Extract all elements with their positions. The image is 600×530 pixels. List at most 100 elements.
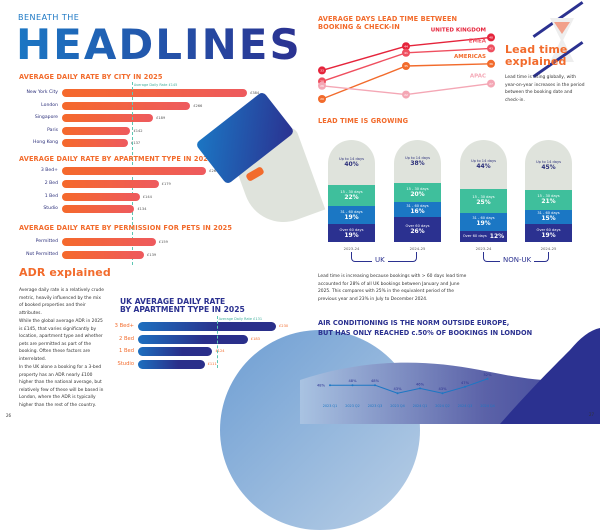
ac-point: [441, 392, 444, 395]
ac-x-label: 2023 Q4: [390, 404, 405, 408]
data-point: [402, 48, 410, 57]
stacked-column: Up to 14 days 45% 15 - 30 days 21% 31 - 60 d…: [525, 140, 572, 242]
lead-growing-title: LEAD TIME IS GROWING: [318, 117, 409, 125]
stack-segment: Up to 14 days 40%: [328, 140, 375, 186]
segment-percent: 19%: [344, 231, 359, 239]
ac-point: [396, 392, 399, 395]
ac-value-label: 46%: [416, 382, 425, 386]
lead-explained-title-line: explained: [505, 55, 567, 68]
segment-percent: 21%: [541, 198, 556, 206]
stack-segment: Over 60 days 19%: [525, 224, 572, 242]
ac-value-label: 43%: [394, 387, 403, 391]
uk-chart-title-line: BY APARTMENT TYPE IN 2025: [120, 305, 245, 314]
bar-label: Paris: [47, 127, 58, 133]
non-uk-group-label: NON-UK: [500, 256, 535, 264]
bar: [62, 205, 135, 214]
bar-value: £384: [250, 91, 260, 95]
bar: [62, 139, 129, 148]
data-point: [402, 42, 410, 51]
bar-value: £159: [158, 240, 168, 244]
hourglass-illustration: [528, 1, 588, 78]
series-label: EMEA: [469, 38, 487, 44]
stacked-column: Up to 14 days 44% 15 - 30 days 25% 31 - 60 d…: [460, 140, 507, 242]
chart-title: AVERAGE DAILY RATE BY CITY IN 2025: [19, 73, 163, 81]
average-label: Average Daily Rate £131: [218, 316, 263, 321]
adr-paragraph-2: While the global average ADR in 2025 is …: [19, 319, 103, 362]
bar-label: Not Permitted: [26, 251, 58, 257]
lead-time-paragraph: Lead time is increasing because bookings…: [318, 274, 467, 302]
bar-label: 2 Bed: [119, 335, 134, 342]
page-number-left: 26: [6, 413, 12, 418]
stack-segment: Over 60 days 12%: [460, 230, 507, 242]
segment-percent: 19%: [344, 213, 359, 221]
series-label: APAC: [470, 74, 486, 80]
segment-range: 15 - 30 days: [537, 194, 560, 199]
credit-card-illustration: [195, 91, 326, 234]
stack-segment: 31 - 60 days 19%: [328, 206, 375, 225]
bar: [138, 322, 276, 331]
ac-value-label: 47%: [461, 381, 470, 385]
lead-explained-title-line: Lead time: [505, 43, 568, 56]
data-point: [487, 59, 495, 68]
point-label: 41: [404, 51, 408, 55]
bar: [138, 347, 213, 357]
ac-x-label: 2023 Q3: [368, 404, 383, 408]
data-point: [402, 90, 410, 99]
bar-value: £267: [209, 169, 219, 173]
segment-range: Over 60 days: [462, 234, 487, 239]
bar-value: £230: [279, 324, 289, 328]
segment-range: 15 - 30 days: [472, 195, 495, 200]
ac-x-label: 2024 Q2: [435, 404, 450, 408]
bar-label: Permitted: [35, 239, 58, 244]
ac-x-label: 2024 Q3: [458, 404, 473, 408]
stack-segment: Up to 14 days 38%: [394, 140, 441, 184]
uk-group-label: UK: [372, 256, 388, 264]
lead-chart-title-line: BOOKING & CHECK-IN: [318, 23, 400, 31]
segment-range: Over 60 days: [339, 227, 364, 232]
uk-chart-title: UK AVERAGE DAILY RATE BY APARTMENT TYPE …: [120, 298, 245, 314]
point-label: 22: [404, 93, 408, 97]
year-label: 2024-25: [540, 246, 557, 251]
ac-title-line: BUT HAS ONLY REACHED c.50% OF BOOKINGS I…: [318, 329, 533, 337]
segment-percent: 19%: [541, 231, 556, 239]
bar-value: £137: [131, 141, 141, 146]
ac-x-label: 2024 Q4: [480, 404, 495, 408]
bar-value: £139: [147, 252, 157, 257]
stack-segment: Up to 14 days 44%: [460, 140, 507, 190]
segment-range: Up to 14 days: [535, 159, 561, 164]
data-point: [402, 62, 410, 70]
bar-value: £266: [193, 103, 203, 108]
bar-label: 3 Bed+: [40, 168, 58, 173]
ac-point: [374, 384, 376, 387]
point-label: 48: [489, 36, 493, 40]
page-title: HEADLINES: [16, 20, 302, 69]
segment-percent: 45%: [541, 163, 556, 171]
series-label: AMERICAS: [454, 54, 486, 60]
data-point: [318, 66, 326, 75]
ac-x-label: 2023 Q2: [345, 404, 360, 408]
bar-value: £189: [156, 116, 166, 121]
stack-segment: Over 60 days 26%: [394, 217, 441, 242]
bar: [62, 126, 131, 135]
segment-range: Up to 14 days: [338, 157, 364, 162]
segment-range: 31 - 60 days: [406, 204, 429, 209]
bar-value: £124: [215, 349, 225, 354]
ac-title: AIR CONDITIONING IS THE NORM OUTSIDE EUR…: [318, 318, 532, 338]
bar-label: London: [41, 102, 58, 108]
data-point: [318, 81, 326, 90]
segment-percent: 26%: [410, 228, 425, 236]
stack-segment: 15 - 30 days 21%: [525, 190, 572, 210]
segment-percent: 22%: [344, 194, 359, 202]
year-label: 2024-25: [409, 246, 426, 251]
segment-range: Over 60 days: [405, 224, 430, 229]
segment-percent: 25%: [476, 199, 491, 207]
bar-label: Hong Kong: [33, 140, 58, 146]
bar-label: New York City: [26, 90, 59, 95]
chart-title: AVERAGE DAILY RATE BY APARTMENT TYPE IN …: [19, 155, 213, 163]
segment-percent: 19%: [476, 220, 491, 228]
stack-segment: Over 60 days 19%: [328, 224, 375, 242]
bar: [62, 250, 144, 259]
segment-percent: 20%: [410, 191, 425, 199]
lead-chart-title-line: AVERAGE DAYS LEAD TIME BETWEEN: [318, 15, 458, 23]
chart-title: AVERAGE DAILY RATE BY PERMISSION FOR PET…: [19, 224, 233, 232]
